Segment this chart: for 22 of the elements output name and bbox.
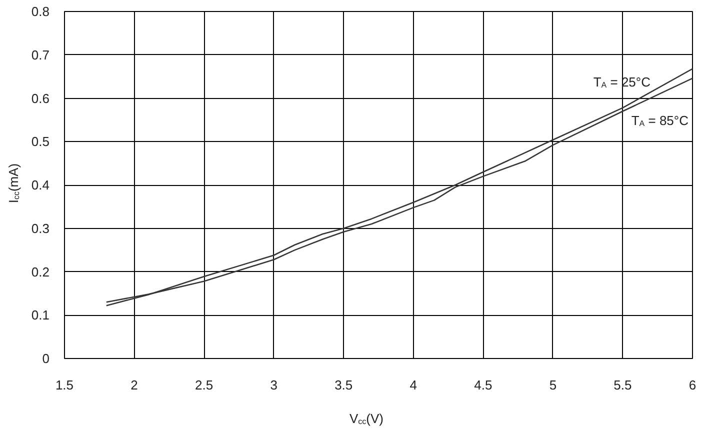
series-label: TA = 85°C — [631, 112, 689, 128]
y-tick-label: 0 — [42, 351, 50, 366]
y-tick-label: 0.2 — [31, 264, 50, 280]
y-axis-title: Icc(mA) — [6, 163, 21, 204]
x-tick-label: 5.5 — [614, 378, 632, 392]
x-tick-label: 6 — [688, 378, 696, 392]
y-tick-label: 0.6 — [31, 90, 50, 106]
x-tick-label: 5 — [549, 378, 557, 392]
y-tick-label: 0.3 — [31, 220, 50, 236]
y-tick-label: 0.4 — [31, 178, 50, 192]
y-tick-label: 0.8 — [31, 4, 50, 19]
x-axis-title: Vcc(V) — [350, 411, 384, 426]
x-tick-label: 4 — [410, 378, 418, 392]
x-tick-label: 4.5 — [474, 378, 492, 392]
y-tick-label: 0.7 — [31, 47, 50, 62]
x-tick-label: 2.5 — [195, 378, 214, 392]
x-tick-label: 3.5 — [334, 378, 353, 392]
x-tick-label: 1.5 — [55, 378, 74, 392]
y-tick-label: 0.1 — [31, 308, 50, 323]
x-tick-label: 2 — [130, 378, 138, 392]
y-tick-label: 0.5 — [31, 134, 50, 150]
x-tick-label: 3 — [270, 378, 278, 392]
